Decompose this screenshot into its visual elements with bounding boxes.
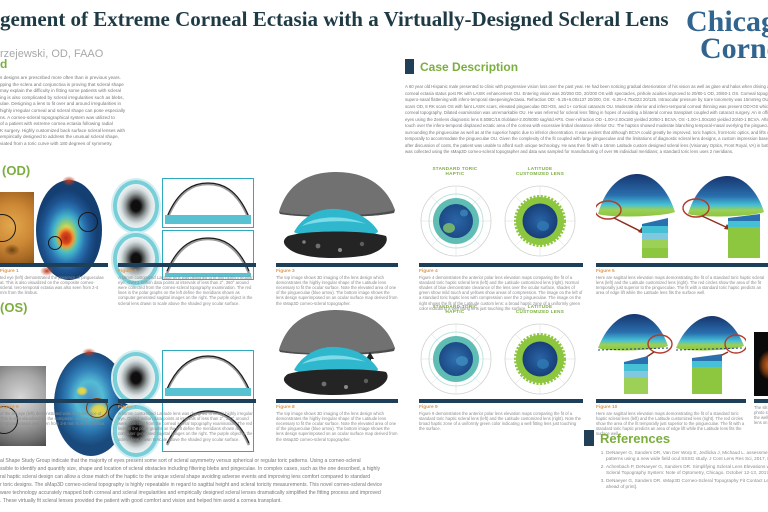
figure-caption: The slit lamp photo shows the well fitti… (754, 405, 768, 426)
figure-divider (276, 263, 398, 267)
elevation-inset-standard (624, 356, 648, 394)
lens-3d-top (279, 310, 395, 355)
figure-divider (596, 399, 746, 403)
lens-3d-top (279, 172, 395, 217)
figure-caption: Figure 9 Figure 9 demonstrates the anteri… (419, 405, 581, 432)
red-circle-annotation (647, 334, 673, 354)
lens-on-eye-photo (113, 180, 159, 232)
lens-3d-teal (294, 346, 378, 375)
reference-item: DeNaeyer G, Sanders DR, Van Der Worp E, … (606, 450, 768, 461)
elevation-dome-standard (598, 174, 675, 217)
od-eye-photo (0, 192, 34, 266)
figure-divider (754, 399, 768, 403)
topo-hot-spot (76, 386, 88, 396)
heading-bar (405, 59, 414, 74)
polar-title-standard: STANDARD TORIC HAPTIC (432, 304, 478, 315)
topo-rim-spot (82, 348, 96, 357)
figure-divider (0, 399, 108, 403)
figure-divider (118, 263, 256, 267)
background-heading: d (0, 57, 8, 71)
sagittal-profile-graph (162, 402, 254, 452)
figure-caption: Figure 1 ted eye (left) demonstrated the … (0, 269, 104, 296)
sagittal-curve (165, 410, 251, 446)
red-circle-annotation (682, 198, 710, 218)
figure-divider (419, 399, 583, 403)
sagittal-profile-graph (162, 178, 254, 228)
author-name: rzejewski, OD, FAAO (0, 48, 104, 60)
references-list: DeNaeyer G, Sanders DR, Van Der Worp E, … (596, 450, 768, 490)
case-description-body: A 60 year old Hispanic male presented to… (405, 84, 768, 154)
elevation-dome-standard (598, 314, 668, 351)
reference-item: Achenbach P, DeNaeyer G, Sanders DR. Sim… (606, 464, 768, 475)
figure-divider (118, 399, 256, 403)
annotation-circle (86, 398, 108, 418)
polar-title-latitude: LATITUDE CUSTOMIZED LENS (515, 304, 565, 315)
ocular-surface-rock (283, 369, 388, 396)
sagittal-profile-graph (162, 350, 254, 400)
polar-plot-latitude-od (502, 183, 578, 264)
heading-bar (584, 430, 594, 446)
sagittal-curve (165, 355, 251, 396)
polar-plot-standard-od (418, 183, 494, 264)
annotation-arrow (613, 217, 643, 233)
figure-caption: Figure 5 Here are sagittal lens elevation… (596, 269, 765, 296)
annotation-circle (0, 214, 16, 242)
figure-caption: Figure 4 Figure 4 demonstrates the anteri… (419, 269, 583, 311)
lens-3d-teal (294, 208, 378, 237)
lens-on-eye-photo (113, 233, 159, 285)
figure-caption: Figure 6 of the left eye (left) demonstra… (0, 405, 106, 427)
pinguecula-blotch (4, 244, 20, 256)
polar-title-latitude: LATITUDE CUSTOMIZED LENS (515, 166, 565, 177)
polar-title-standard: STANDARD TORIC HAPTIC (432, 166, 478, 177)
conclusion-text: al Shape Study Group indicate that the m… (0, 458, 383, 504)
elevation-maps-os (596, 304, 748, 400)
ocular-surface-rock (283, 231, 387, 259)
page-title: gement of Extreme Corneal Ectasia with a… (0, 7, 669, 31)
elevation-maps-od (594, 166, 768, 262)
elevation-inset-standard (642, 218, 668, 258)
logo: Chicago Cornea (686, 5, 768, 65)
elevation-inset-latitude (728, 214, 760, 258)
figure-divider (419, 263, 583, 267)
elevation-inset-latitude (692, 354, 722, 394)
logo-line2: Cornea (700, 32, 768, 65)
annotation-circle (78, 212, 98, 232)
lens-3d-imaging (274, 168, 400, 260)
polar-plot-standard-os (418, 321, 494, 402)
logo-line1: Chicago (686, 5, 768, 38)
figure-divider (276, 399, 398, 403)
elevation-dome-latitude (676, 316, 744, 351)
slitlamp-photo (754, 332, 768, 396)
sagittal-curve (165, 237, 251, 277)
topo-rim-spot (40, 266, 54, 276)
lens-on-eye-photo (113, 405, 159, 457)
figure-divider (596, 263, 768, 267)
od-label: (OD) (2, 163, 31, 178)
topo-rim-spot (62, 176, 76, 186)
lens-on-eye-photo (113, 352, 159, 404)
os-eye-photo (0, 366, 46, 446)
annotation-arrow (701, 215, 729, 229)
slitlamp-glow (758, 350, 768, 380)
sagittal-curve (165, 182, 251, 224)
figure-caption: Figure 10 Here are sagittal lens elevatio… (596, 405, 745, 437)
background-body: s designs are prescribed more often than… (0, 75, 126, 146)
annotation-circle (48, 236, 62, 250)
references-heading: References (584, 430, 670, 448)
reference-item: DeNaeyer G, Sanders DR. sMap3D Corneo-Sc… (606, 478, 768, 489)
figure-divider (0, 263, 108, 267)
sagittal-profile-graph (162, 230, 254, 280)
polar-plot-latitude-os (502, 321, 578, 402)
case-description-heading: Case Description (405, 58, 518, 76)
elevation-dome-latitude (688, 176, 764, 217)
figure-caption: Figure 3 The top image shows 3D imaging o… (276, 269, 398, 306)
figure-caption: Figure 8 The top image shows 3D imaging o… (276, 405, 398, 442)
lens-3d-imaging-os (274, 306, 400, 398)
os-label: (OS) (0, 300, 28, 315)
